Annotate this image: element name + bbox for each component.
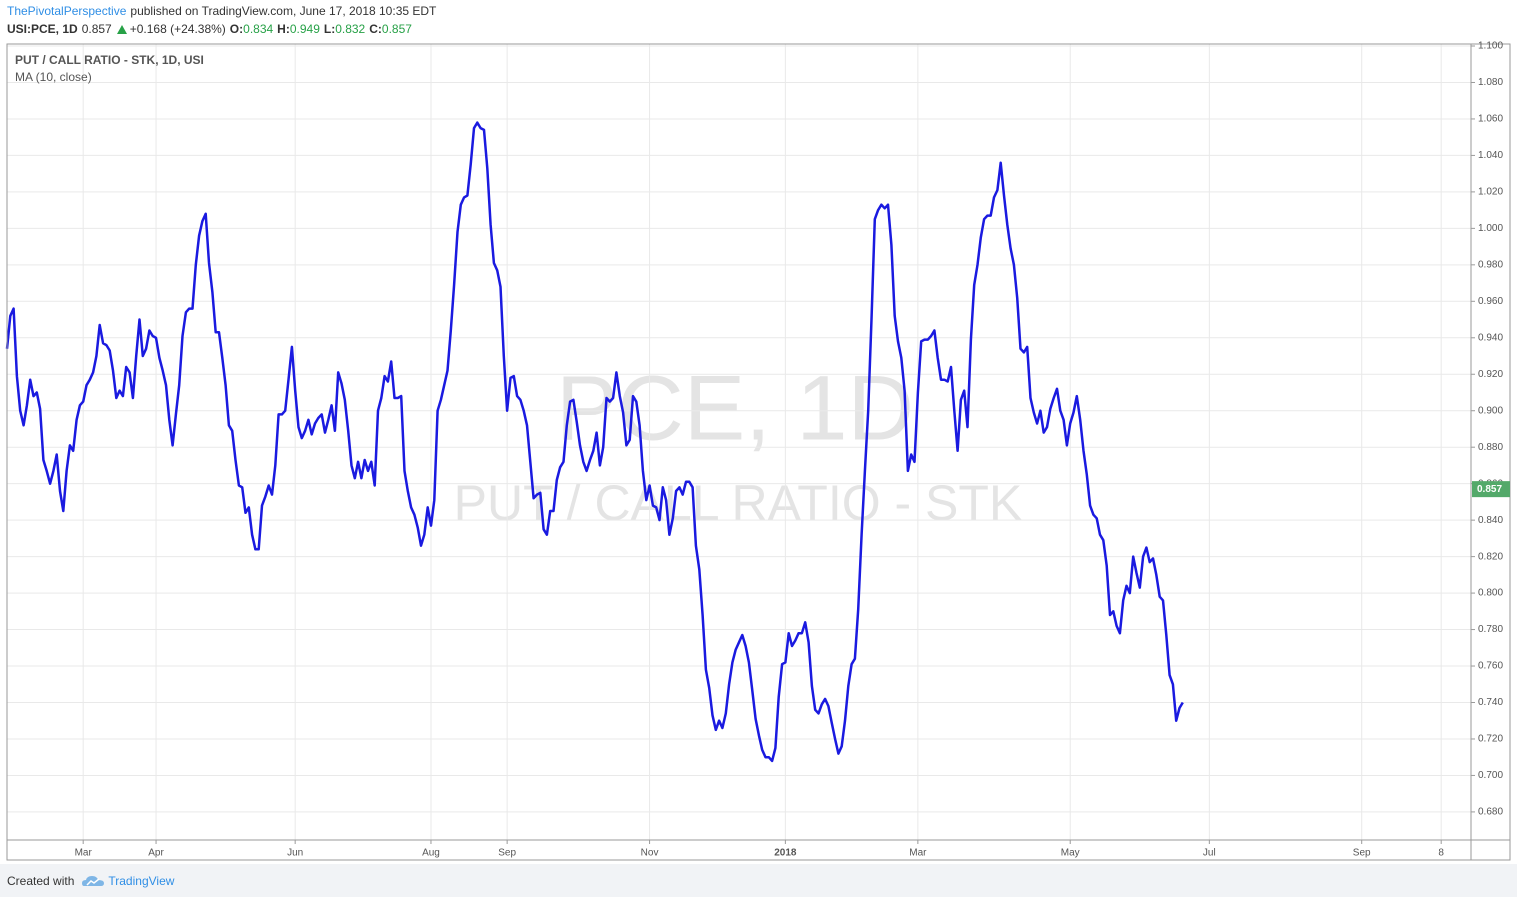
change: +0.168 (+24.38%) [129, 22, 226, 36]
ohlc-label: C: [369, 22, 382, 36]
ohlc-label: H: [277, 22, 290, 36]
footer: Created with TradingView [0, 864, 1517, 897]
x-tick-label: Aug [422, 848, 440, 859]
x-tick-label: Jun [287, 848, 303, 859]
y-tick-label: 1.020 [1478, 187, 1503, 198]
y-tick-label: 0.780 [1478, 624, 1503, 635]
ohlc: O: 0.834 H: 0.949 L: 0.832 C: 0.857 [226, 22, 412, 36]
ohlc-value: 0.949 [289, 22, 320, 36]
chart-title: PUT / CALL RATIO - STK, 1D, USI [15, 53, 204, 67]
x-tick-label: Mar [75, 848, 93, 859]
x-tick-label: 2018 [774, 848, 797, 859]
y-tick-label: 0.720 [1478, 734, 1503, 745]
y-tick-label: 1.080 [1478, 77, 1503, 88]
y-tick-label: 0.700 [1478, 770, 1503, 781]
created-with: Created with [7, 873, 75, 888]
published: published on TradingView.com, June 17, 2… [130, 4, 437, 18]
y-tick-label: 0.940 [1478, 332, 1503, 343]
y-tick-label: 0.800 [1478, 588, 1503, 599]
y-tick-label: 0.760 [1478, 661, 1503, 672]
x-tick-label: Sep [498, 848, 516, 859]
symbol-line: USI:PCE, 1D 0.857 +0.168 (+24.38%) O: 0.8… [7, 22, 412, 36]
price-tag-label: 0.857 [1477, 484, 1502, 495]
y-tick-label: 1.040 [1478, 150, 1503, 161]
x-tick-label: Jul [1203, 848, 1216, 859]
y-tick-label: 0.820 [1478, 551, 1503, 562]
ohlc-value: 0.834 [243, 22, 274, 36]
line-series [5, 121, 1184, 763]
ohlc-value: 0.832 [335, 22, 366, 36]
y-tick-label: 0.740 [1478, 697, 1503, 708]
y-tick-label: 0.960 [1478, 296, 1503, 307]
price-tag [1472, 481, 1510, 498]
symbol: USI:PCE, 1D [7, 22, 78, 36]
y-tick-label: 0.980 [1478, 259, 1503, 270]
x-tick-label: Mar [909, 848, 927, 859]
watermark: PCE, 1D PUT / CALL RATIO - STK [454, 357, 1023, 531]
plot [5, 121, 1184, 763]
y-tick-label: 0.840 [1478, 515, 1503, 526]
y-tick-label: 0.900 [1478, 405, 1503, 416]
y-tick-label: 0.880 [1478, 442, 1503, 453]
y-tick-label: 0.680 [1478, 807, 1503, 818]
chart: PCE, 1D PUT / CALL RATIO - STK 0.680 0.70… [5, 41, 1511, 861]
author[interactable]: ThePivotalPerspective [7, 4, 127, 18]
x-tick-label: Apr [148, 848, 164, 859]
watermark-symbol: PCE, 1D [556, 357, 914, 459]
last-price: 0.857 [81, 22, 112, 36]
header-line: ThePivotalPerspective published on Tradi… [7, 4, 436, 18]
ohlc-value: 0.857 [381, 22, 412, 36]
x-tick-label: May [1061, 848, 1080, 859]
y-tick-label: 0.920 [1478, 369, 1503, 380]
logo [82, 875, 105, 886]
y-tick-label: 1.060 [1478, 114, 1503, 125]
x-tick-label: Nov [641, 848, 659, 859]
axes: 0.680 0.700 0.720 0.740 0.760 0.780 0.800 0.820… [75, 41, 1510, 859]
ohlc-label: L: [323, 22, 336, 36]
legend-entry[interactable]: MA (10, close) [15, 70, 92, 84]
up-arrow [116, 24, 127, 34]
brand[interactable]: TradingView [108, 873, 175, 888]
x-tick-label: Sep [1353, 848, 1371, 859]
x-tick-label: 8 [1438, 848, 1444, 859]
frame [6, 43, 1511, 861]
y-tick-label: 1.000 [1478, 223, 1503, 234]
y-tick-label: 1.100 [1478, 41, 1503, 52]
ohlc-label: O: [229, 22, 244, 36]
